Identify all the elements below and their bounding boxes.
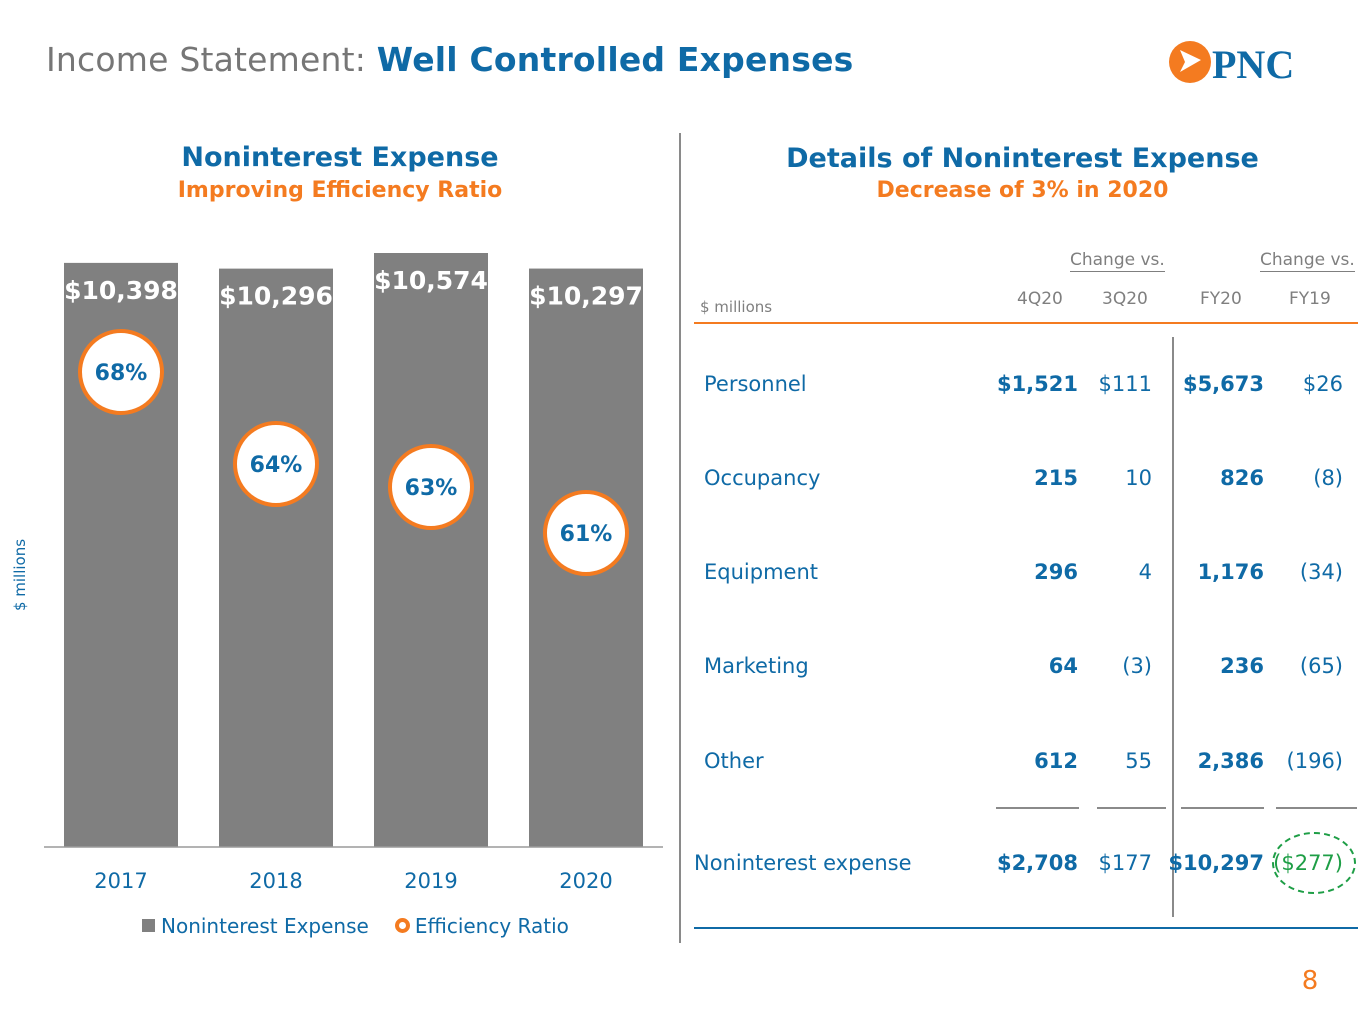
change-vs-year-header: Change vs. xyxy=(1260,250,1355,272)
sum-line-fy19 xyxy=(1276,807,1357,809)
table-heading: Details of Noninterest Expense xyxy=(690,143,1355,174)
row-label-occupancy: Occupancy xyxy=(704,466,821,490)
chart-heading: Noninterest Expense xyxy=(40,142,640,173)
bar-value-label-2018: $10,296 xyxy=(219,282,333,311)
cell-marketing-fy19: (65) xyxy=(1299,654,1343,678)
table-subtitle: Decrease of 3% in 2020 xyxy=(876,178,1169,203)
cell-occupancy-4q20: 215 xyxy=(1034,466,1078,490)
x-tick-label-2020: 2020 xyxy=(559,869,612,893)
table-units-label: $ millions xyxy=(700,298,773,316)
cell-equipment-fy19: (34) xyxy=(1299,560,1343,584)
cell-total-fy20: $10,297 xyxy=(1168,851,1264,875)
x-tick-label-2017: 2017 xyxy=(94,869,147,893)
cell-equipment-3q20: 4 xyxy=(1138,560,1152,584)
section-divider xyxy=(679,133,681,943)
ratio-label-2020: 61% xyxy=(560,522,613,547)
legend-ratio-label: Efficiency Ratio xyxy=(414,914,569,938)
bar-value-label-2017: $10,398 xyxy=(64,276,178,305)
cell-total-4q20: $2,708 xyxy=(996,851,1078,875)
cell-other-fy19: (196) xyxy=(1286,749,1343,773)
cell-personnel-3q20: $111 xyxy=(1098,372,1152,396)
total-fy19-highlight-ring xyxy=(1272,832,1356,894)
bar-2019 xyxy=(374,253,488,847)
cell-total-3q20: $177 xyxy=(1098,851,1152,875)
cell-equipment-4q20: 296 xyxy=(1034,560,1078,584)
row-label-personnel: Personnel xyxy=(704,372,807,396)
legend-ratio-swatch xyxy=(394,918,410,933)
table-column-divider xyxy=(1172,337,1174,917)
row-label-marketing: Marketing xyxy=(704,654,809,678)
col-header-3q20: 3Q20 xyxy=(1102,289,1148,309)
x-tick-label-2018: 2018 xyxy=(249,869,302,893)
pnc-logo: PNC xyxy=(1169,41,1294,87)
ratio-label-2017: 68% xyxy=(95,361,148,386)
noninterest-expense-chart: $10,398 2017 68% $10,296 2018 64% $10,574 2019 6… xyxy=(44,253,663,893)
cell-marketing-3q20: (3) xyxy=(1122,654,1152,678)
cell-occupancy-fy19: (8) xyxy=(1313,466,1343,490)
pnc-logo-mark-icon xyxy=(1180,50,1201,72)
bar-value-label-2020: $10,297 xyxy=(529,282,643,311)
pnc-logo-text: PNC xyxy=(1212,42,1294,87)
title-prefix: Income Statement: xyxy=(46,40,377,79)
ratio-label-2019: 63% xyxy=(405,476,458,501)
sum-line-fy20 xyxy=(1181,807,1264,809)
cell-personnel-fy20: $5,673 xyxy=(1182,372,1264,396)
change-vs-quarter-header: Change vs. xyxy=(1070,250,1165,272)
bar-2018 xyxy=(219,268,333,847)
x-tick-label-2019: 2019 xyxy=(404,869,457,893)
bar-value-label-2019: $10,574 xyxy=(374,266,488,295)
cell-equipment-fy20: 1,176 xyxy=(1197,560,1264,584)
table-title: Details of Noninterest Expense xyxy=(786,143,1259,174)
legend-expense-label: Noninterest Expense xyxy=(161,914,369,938)
cell-occupancy-3q20: 10 xyxy=(1125,466,1152,490)
sum-line-4q20 xyxy=(996,807,1079,809)
cell-other-fy20: 2,386 xyxy=(1197,749,1264,773)
chart-title: Noninterest Expense xyxy=(181,142,499,173)
row-label-equipment: Equipment xyxy=(704,560,818,584)
title-main: Well Controlled Expenses xyxy=(376,40,854,79)
ratio-label-2018: 64% xyxy=(250,453,303,478)
sum-line-3q20 xyxy=(1097,807,1166,809)
cell-other-4q20: 612 xyxy=(1034,749,1078,773)
cell-personnel-fy19: $26 xyxy=(1302,372,1343,396)
legend-expense-swatch xyxy=(142,919,155,932)
ratio-marker-2018 xyxy=(233,421,319,507)
col-header-fy19: FY19 xyxy=(1289,289,1331,309)
table-header-rule xyxy=(694,322,1358,324)
cell-other-3q20: 55 xyxy=(1125,749,1152,773)
table-subheading: Decrease of 3% in 2020 xyxy=(690,178,1355,203)
ratio-marker-2020 xyxy=(543,490,629,576)
chart-subtitle: Improving Efficiency Ratio xyxy=(177,178,503,203)
cell-marketing-4q20: 64 xyxy=(1048,654,1078,678)
chart-legend: Noninterest Expense Efficiency Ratio xyxy=(142,914,569,938)
cell-marketing-fy20: 236 xyxy=(1220,654,1264,678)
row-label-total: Noninterest expense xyxy=(694,851,912,875)
col-header-4q20: 4Q20 xyxy=(1017,289,1063,309)
page-number: 8 xyxy=(1301,966,1319,996)
cell-personnel-4q20: $1,521 xyxy=(996,372,1078,396)
ratio-marker-2017 xyxy=(78,329,164,415)
table-bottom-rule xyxy=(694,927,1358,929)
row-label-other: Other xyxy=(704,749,764,773)
cell-occupancy-fy20: 826 xyxy=(1220,466,1264,490)
ratio-marker-2019 xyxy=(388,444,474,530)
slide-title: Income Statement: Well Controlled Expens… xyxy=(46,40,854,79)
chart-subheading: Improving Efficiency Ratio xyxy=(40,178,640,203)
col-header-fy20: FY20 xyxy=(1200,289,1242,309)
